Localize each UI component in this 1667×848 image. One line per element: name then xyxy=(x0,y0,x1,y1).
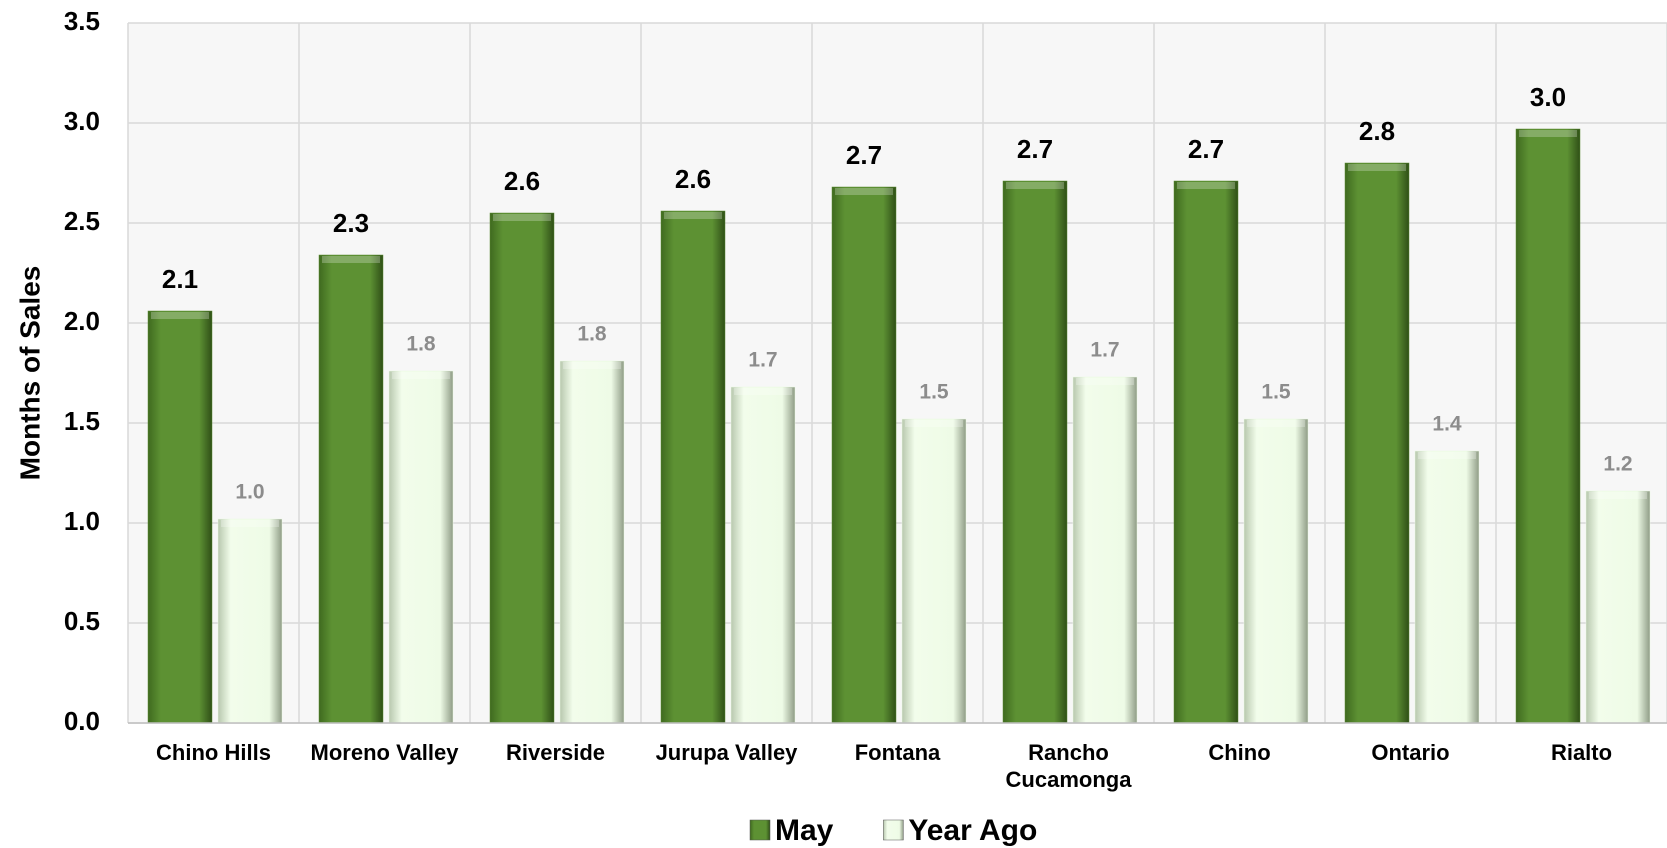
bar xyxy=(1515,128,1581,724)
x-tick-label: Rialto xyxy=(1550,740,1613,765)
bar-cap xyxy=(1519,130,1577,137)
plot-area xyxy=(128,23,1667,723)
x-tick-label: Chino Hills xyxy=(156,740,271,765)
data-label: 2.6 xyxy=(675,164,711,194)
bar xyxy=(730,386,796,724)
data-label: 1.7 xyxy=(748,349,777,372)
bar-cap xyxy=(905,420,963,427)
x-tick-label: Riverside xyxy=(505,740,606,765)
bar-cap xyxy=(1418,452,1476,459)
bar xyxy=(1344,162,1410,724)
bar xyxy=(831,186,897,724)
data-label: 1.8 xyxy=(406,333,436,356)
bar xyxy=(318,254,384,724)
x-tick-label: Rancho Cucamonga xyxy=(1005,740,1132,792)
bar xyxy=(1173,180,1239,724)
bar-cap xyxy=(1247,420,1305,427)
data-label: 1.7 xyxy=(1090,339,1119,362)
y-tick-label: 2.0 xyxy=(64,306,100,336)
data-label: 1.0 xyxy=(235,481,264,504)
bar-cap xyxy=(493,214,551,221)
y-tick-label: 3.0 xyxy=(64,106,100,136)
bar-cap xyxy=(563,362,621,369)
bar xyxy=(147,310,213,724)
bar xyxy=(217,518,283,724)
legend-swatch xyxy=(883,819,904,841)
x-tick-label: Fontana xyxy=(854,740,941,765)
data-label: 2.3 xyxy=(333,208,369,238)
bar-cap xyxy=(1177,182,1235,189)
y-tick-label: 3.5 xyxy=(64,6,100,36)
y-tick-label: 1.0 xyxy=(64,506,100,536)
bar xyxy=(1002,180,1068,724)
data-label: 1.5 xyxy=(919,381,949,404)
data-label: 2.7 xyxy=(1017,134,1053,164)
data-label: 3.0 xyxy=(1530,82,1566,112)
bar xyxy=(1072,376,1138,724)
bar-cap xyxy=(221,520,279,527)
x-tick-label: Moreno Valley xyxy=(310,740,459,765)
bar xyxy=(489,212,555,724)
bar xyxy=(388,370,454,724)
bar-cap xyxy=(322,256,380,263)
data-label: 1.8 xyxy=(577,323,607,346)
data-label: 2.8 xyxy=(1359,116,1395,146)
bar xyxy=(1585,490,1651,724)
y-tick-label: 0.0 xyxy=(64,706,100,736)
bar-cap xyxy=(151,312,209,319)
x-tick-label: Ontario xyxy=(1371,740,1450,765)
bar-cap xyxy=(1076,378,1134,385)
bar-cap xyxy=(835,188,893,195)
bar-cap xyxy=(1589,492,1647,499)
data-label: 1.5 xyxy=(1261,381,1291,404)
bar xyxy=(1243,418,1309,724)
data-label: 2.1 xyxy=(162,264,198,294)
legend-label: May xyxy=(775,814,834,847)
bar xyxy=(901,418,967,724)
y-tick-label: 2.5 xyxy=(64,206,100,236)
bar-cap xyxy=(392,372,450,379)
bar-cap xyxy=(1348,164,1406,171)
bar xyxy=(559,360,625,724)
x-tick-label: Jurupa Valley xyxy=(655,740,798,765)
bar-cap xyxy=(734,388,792,395)
bar-cap xyxy=(1006,182,1064,189)
bar xyxy=(1414,450,1480,724)
y-tick-label: 1.5 xyxy=(64,406,100,436)
data-label: 1.4 xyxy=(1432,413,1462,436)
data-label: 1.2 xyxy=(1603,453,1632,476)
y-axis-title: Months of Sales xyxy=(14,266,45,481)
data-label: 2.7 xyxy=(1188,134,1224,164)
data-label: 2.7 xyxy=(846,140,882,170)
data-label: 2.6 xyxy=(504,166,540,196)
y-tick-label: 0.5 xyxy=(64,606,100,636)
bar xyxy=(660,210,726,724)
x-tick-label: Chino xyxy=(1208,740,1271,765)
bar-cap xyxy=(664,212,722,219)
legend-swatch xyxy=(749,819,771,841)
legend-label: Year Ago xyxy=(908,814,1037,847)
